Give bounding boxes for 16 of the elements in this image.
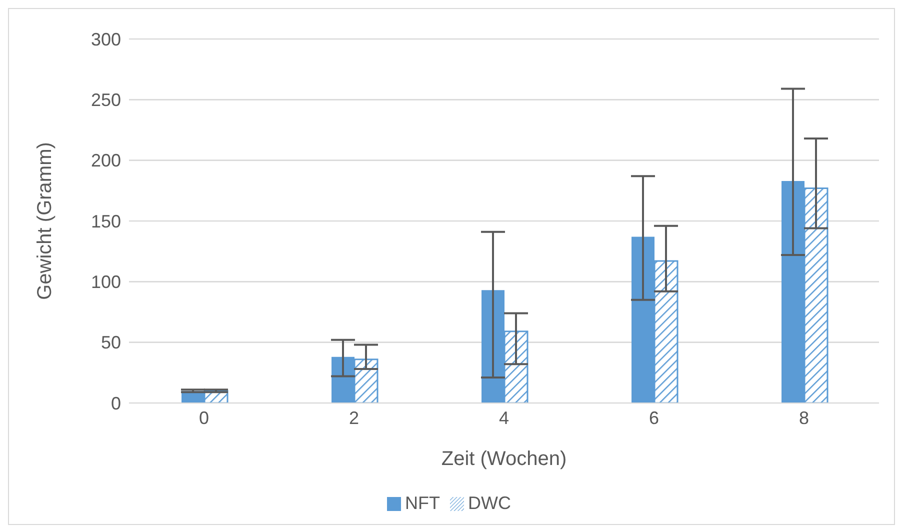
x-tick-label: 4: [498, 408, 510, 428]
legend-label: DWC: [468, 493, 511, 513]
x-tick-label: 0: [198, 408, 210, 428]
x-axis-title: Zeit (Wochen): [441, 448, 567, 470]
x-tick-label: 6: [648, 408, 660, 428]
y-tick-label: 200: [90, 150, 121, 171]
x-tick-label: 8: [798, 408, 810, 428]
legend-label: NFT: [405, 493, 440, 513]
y-tick-label: 150: [90, 211, 121, 232]
y-tick-label: 300: [90, 29, 121, 50]
y-tick-label: 50: [100, 332, 121, 353]
y-tick-label: 250: [90, 90, 121, 110]
x-tick-label: 2: [348, 408, 360, 428]
y-axis-title: Gewicht (Gramm): [34, 142, 56, 300]
y-tick-label: 100: [90, 272, 121, 292]
y-tick-label: 0: [110, 393, 121, 414]
